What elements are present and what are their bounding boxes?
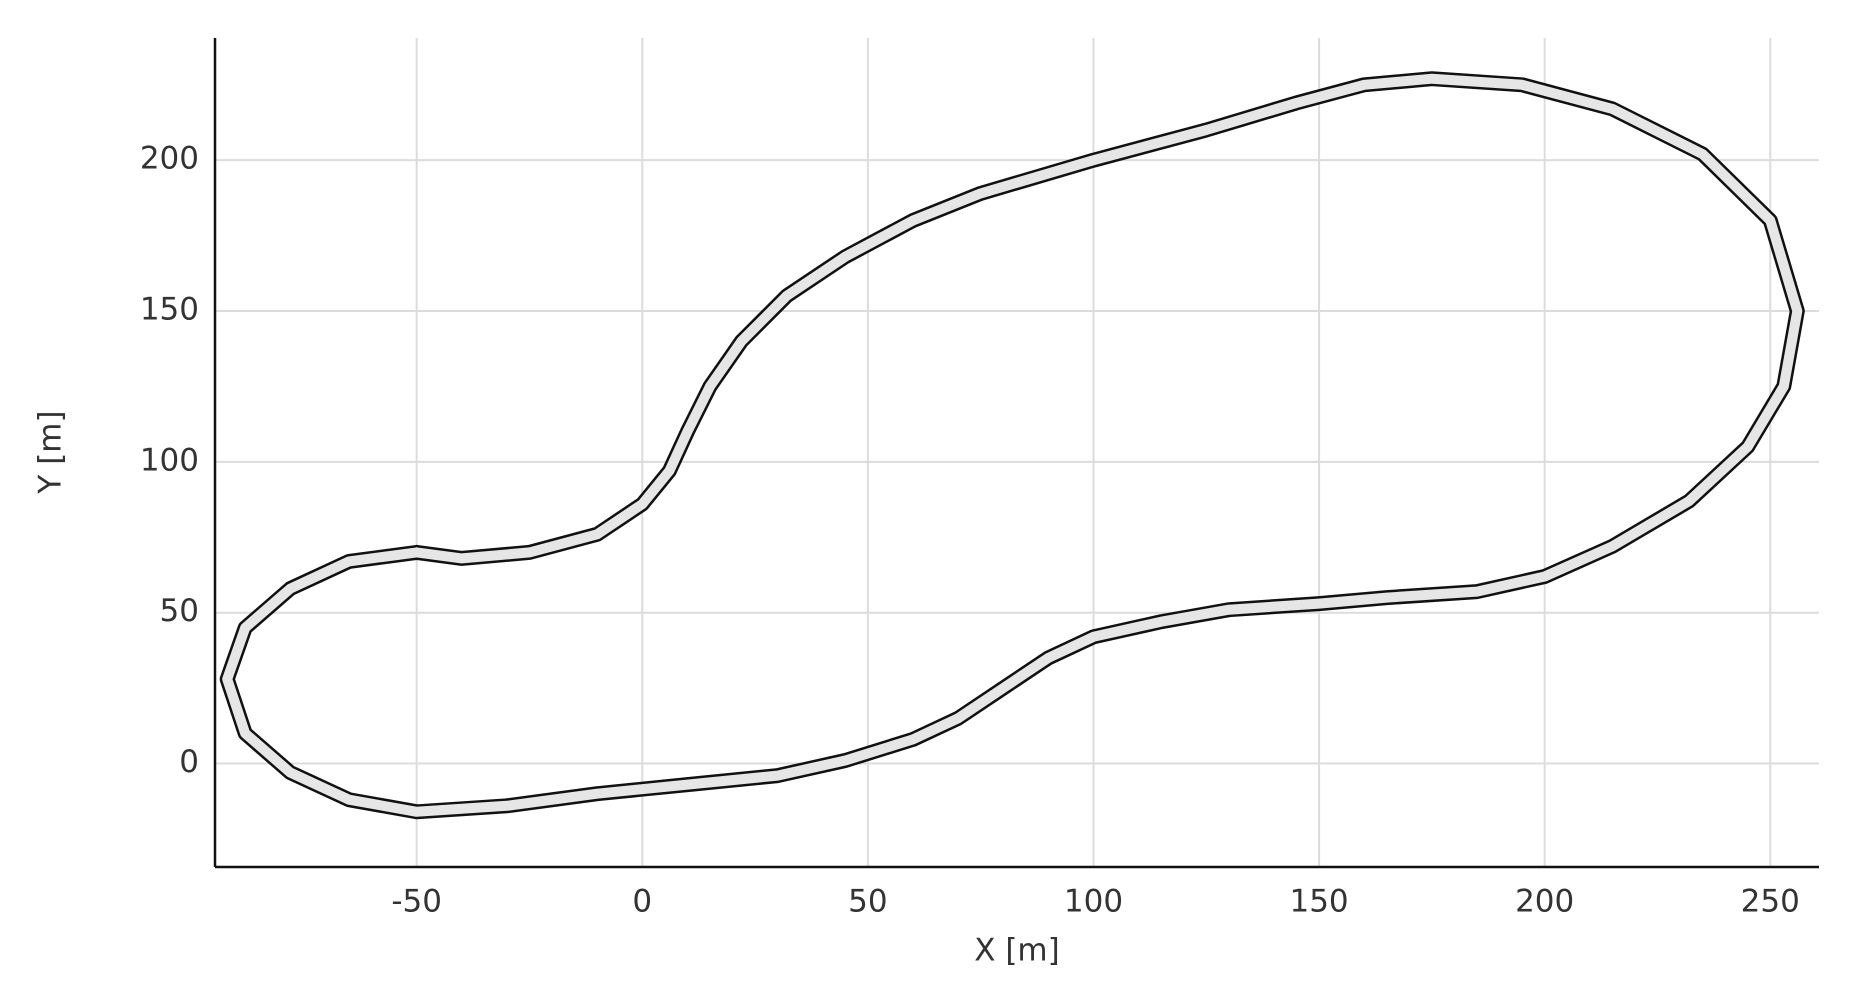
y-tick-label: 150 bbox=[140, 292, 199, 328]
y-tick-label: 0 bbox=[179, 744, 199, 780]
x-tick-label: 0 bbox=[632, 884, 652, 920]
x-tick-label: 50 bbox=[848, 884, 887, 920]
track-surface bbox=[222, 73, 1803, 817]
y-tick-label: 100 bbox=[140, 442, 199, 478]
x-axis-label: X [m] bbox=[974, 933, 1059, 969]
x-tick-label: 150 bbox=[1289, 884, 1348, 920]
y-tick-label: 50 bbox=[160, 593, 199, 629]
x-tick-label: 250 bbox=[1741, 884, 1800, 920]
y-tick-label: 200 bbox=[140, 141, 199, 177]
x-tick-label: 100 bbox=[1064, 884, 1123, 920]
x-tick-label: 200 bbox=[1515, 884, 1574, 920]
x-tick-label: -50 bbox=[391, 884, 442, 920]
y-axis-label: Y [m] bbox=[33, 410, 69, 494]
